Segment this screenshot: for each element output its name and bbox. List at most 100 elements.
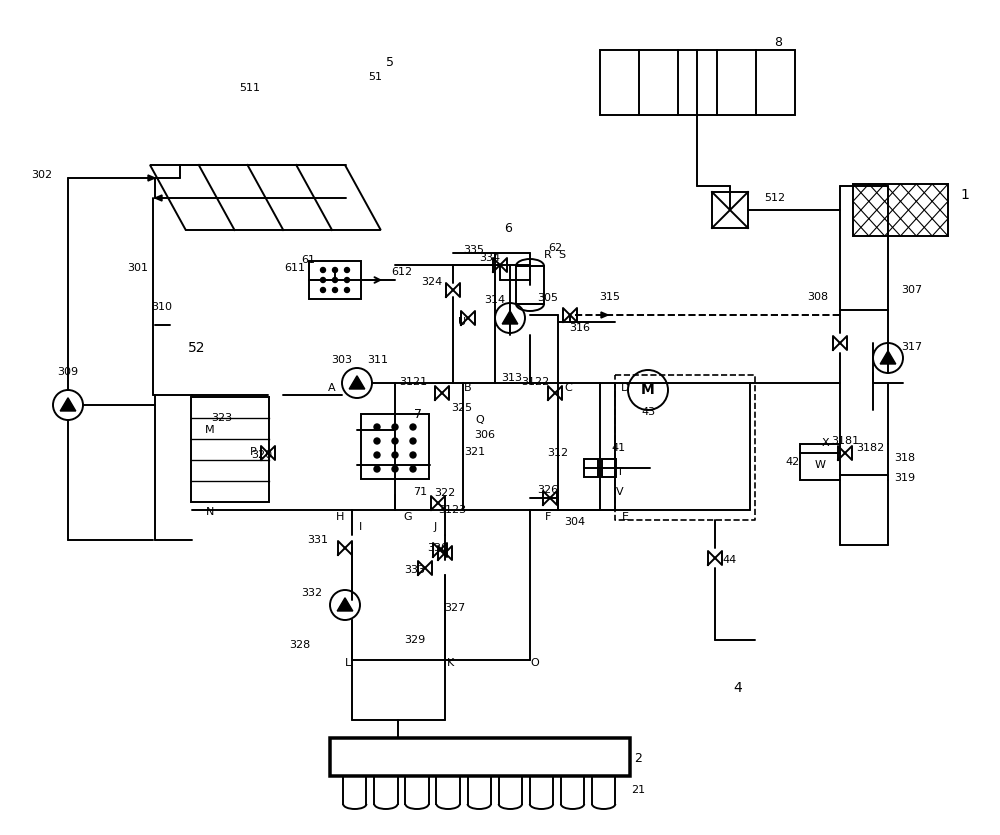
Text: L: L <box>345 658 351 668</box>
Text: 52: 52 <box>188 341 206 355</box>
Bar <box>600 50 795 115</box>
Text: I: I <box>358 522 362 532</box>
Polygon shape <box>880 351 896 364</box>
Text: 325: 325 <box>451 403 473 413</box>
Text: 511: 511 <box>240 83 260 93</box>
Circle shape <box>344 267 350 272</box>
Circle shape <box>392 452 398 458</box>
Bar <box>330 738 630 776</box>
Text: 331: 331 <box>308 535 328 545</box>
Text: 4: 4 <box>734 681 742 695</box>
Circle shape <box>332 287 338 292</box>
Text: 312: 312 <box>547 448 569 458</box>
Text: M: M <box>205 425 215 435</box>
Text: 3122: 3122 <box>521 377 549 387</box>
Text: E: E <box>622 512 629 522</box>
Text: 612: 612 <box>391 267 413 277</box>
Text: 310: 310 <box>152 302 173 312</box>
Text: H: H <box>336 512 344 522</box>
Text: 62: 62 <box>548 243 562 253</box>
Circle shape <box>332 277 338 282</box>
Text: U: U <box>458 317 466 327</box>
Text: 330: 330 <box>428 543 448 553</box>
Text: W: W <box>814 460 826 470</box>
Text: 71: 71 <box>413 487 427 497</box>
Circle shape <box>374 438 380 444</box>
Text: O: O <box>531 658 539 668</box>
Text: 323: 323 <box>211 413 233 423</box>
Text: A: A <box>328 383 336 393</box>
Text: 5: 5 <box>386 55 394 68</box>
Circle shape <box>332 267 338 272</box>
Polygon shape <box>502 311 518 324</box>
Text: B: B <box>464 383 472 393</box>
Text: 306: 306 <box>475 430 496 440</box>
Bar <box>853 184 948 236</box>
Text: 321: 321 <box>464 447 486 457</box>
Text: 302: 302 <box>31 170 53 180</box>
Text: 314: 314 <box>484 295 506 305</box>
Bar <box>516 266 544 304</box>
Text: F: F <box>545 512 551 522</box>
Text: 1: 1 <box>961 188 969 202</box>
Text: 313: 313 <box>502 373 522 383</box>
Text: 303: 303 <box>332 355 352 365</box>
Text: 21: 21 <box>631 785 645 795</box>
Text: 3123: 3123 <box>438 505 466 515</box>
Circle shape <box>374 466 380 472</box>
Text: 332: 332 <box>301 588 323 598</box>
Bar <box>584 459 598 477</box>
Circle shape <box>410 438 416 444</box>
Text: C: C <box>564 383 572 393</box>
Text: 316: 316 <box>570 323 590 333</box>
Text: 333: 333 <box>404 565 426 575</box>
Text: 324: 324 <box>421 277 443 287</box>
Text: R: R <box>544 250 552 260</box>
Text: 307: 307 <box>901 285 923 295</box>
Text: J: J <box>433 522 437 532</box>
Polygon shape <box>155 195 162 201</box>
Text: 44: 44 <box>723 555 737 565</box>
Text: G: G <box>404 512 412 522</box>
Text: 326: 326 <box>537 485 559 495</box>
Bar <box>309 261 361 299</box>
Text: 304: 304 <box>564 517 586 527</box>
Text: P: P <box>250 447 256 457</box>
Text: 320: 320 <box>251 450 273 460</box>
Polygon shape <box>601 312 608 318</box>
Circle shape <box>410 452 416 458</box>
Text: 329: 329 <box>404 635 426 645</box>
Text: 7: 7 <box>414 408 422 422</box>
Text: 2: 2 <box>634 752 642 765</box>
Circle shape <box>392 438 398 444</box>
Circle shape <box>344 287 350 292</box>
Text: M: M <box>641 383 655 397</box>
Text: 335: 335 <box>464 245 484 255</box>
Circle shape <box>410 424 416 430</box>
Text: D: D <box>621 383 629 393</box>
Text: S: S <box>558 250 566 260</box>
Bar <box>800 444 840 480</box>
Text: Q: Q <box>476 415 484 425</box>
Circle shape <box>320 287 326 292</box>
Text: 305: 305 <box>538 293 558 303</box>
Text: N: N <box>206 507 214 517</box>
Circle shape <box>410 466 416 472</box>
Text: 41: 41 <box>611 443 625 453</box>
Text: 301: 301 <box>128 263 148 273</box>
Circle shape <box>374 452 380 458</box>
Bar <box>602 459 616 477</box>
Circle shape <box>320 267 326 272</box>
Text: 43: 43 <box>641 407 655 417</box>
Text: K: K <box>446 658 454 668</box>
Text: 322: 322 <box>434 488 456 498</box>
Text: 61: 61 <box>301 255 315 265</box>
Circle shape <box>392 424 398 430</box>
Text: 51: 51 <box>368 72 382 82</box>
Text: 3121: 3121 <box>399 377 427 387</box>
Text: 318: 318 <box>894 453 916 463</box>
Text: 512: 512 <box>764 193 786 203</box>
Text: 309: 309 <box>57 367 79 377</box>
Polygon shape <box>337 598 353 611</box>
Text: 6: 6 <box>504 221 512 235</box>
